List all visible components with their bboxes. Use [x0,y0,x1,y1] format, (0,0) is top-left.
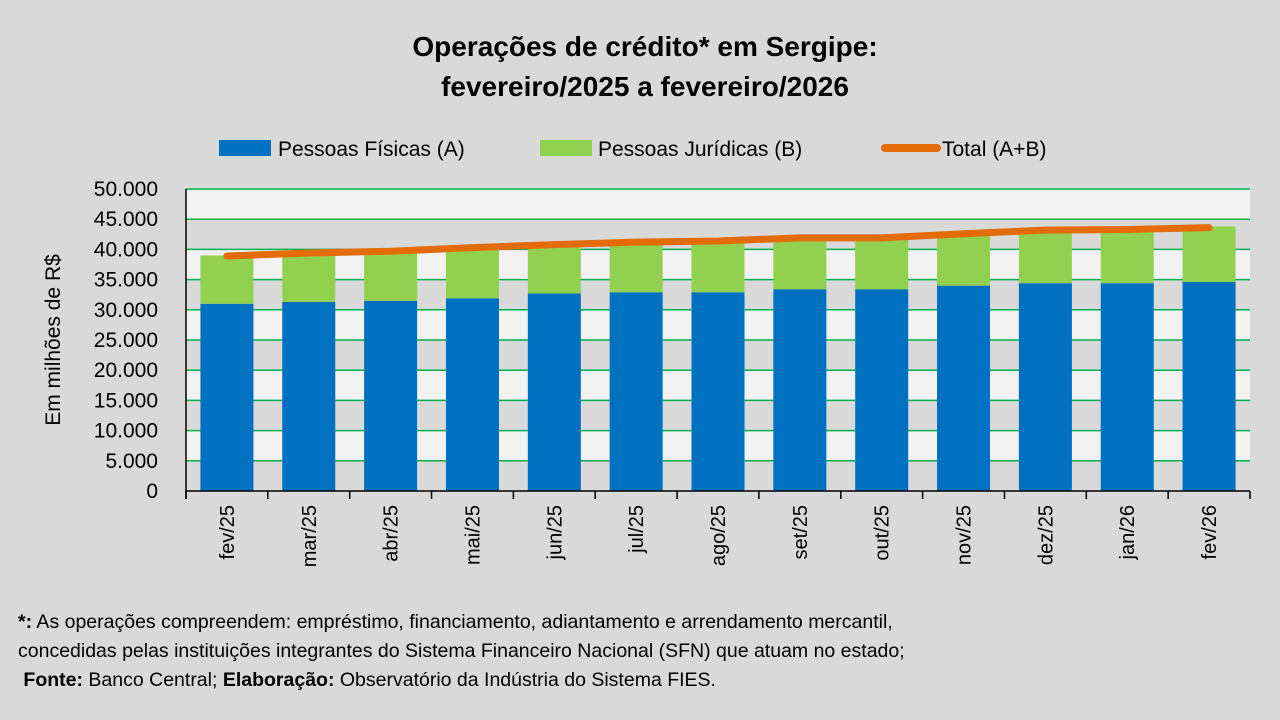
bar-pj [200,255,254,304]
bar-pf [445,298,499,491]
y-tick-label: 0 [146,480,158,503]
bar-pf [364,300,418,491]
credit-label: Elaboração: [222,669,335,691]
y-tick-label: 50.000 [94,178,158,201]
x-tick-label: jun/25 [544,505,566,561]
bar-pj [691,241,745,293]
bar-pj [527,245,581,294]
bar-pj [773,238,827,290]
bar-pj [364,251,418,301]
total-line [223,224,1213,260]
y-tick-label: 5.000 [105,450,158,473]
legend: Pessoas Físicas (A) Pessoas Jurídicas (B… [219,138,1046,161]
y-axis-label: Em milhões de R$ [42,254,65,426]
bar-pf [200,303,254,491]
legend-label-pj: Pessoas Jurídicas (B) [598,138,802,161]
legend-swatch-pj [540,140,592,156]
x-tick-label: nov/25 [954,505,976,565]
bar-pj [1182,226,1236,283]
x-tick-label: jan/26 [1117,505,1139,561]
chart-title: Operações de crédito* em Sergipe: [412,31,877,62]
footnote: *: As operações compreendem: empréstimo,… [18,608,1268,695]
bar-pf [773,289,827,491]
legend-label-total: Total (A+B) [942,138,1046,161]
bar-pj [609,242,663,293]
footnote-line-1: *: As operações compreendem: empréstimo,… [18,608,1268,637]
x-tick-label: out/25 [872,505,894,561]
bar-pf [1100,283,1154,491]
footnote-source: Fonte: Banco Central; Elaboração: Observ… [18,666,1268,695]
y-tick-label: 15.000 [94,389,158,412]
x-tick-label: mai/25 [462,505,484,565]
bar-pf [527,293,581,491]
plot-area: 0 5.000 10.000 15.000 20.000 25.000 30.000 35.0… [94,178,1251,567]
plot-band [186,189,1250,220]
y-tick-label: 25.000 [94,329,158,352]
x-tick-label: ago/25 [708,505,730,566]
bar-pf [937,285,991,491]
footnote-line-2: concedidas pelas instituições integrante… [18,640,905,662]
x-tick-label: dez/25 [1035,505,1057,565]
bar-pj [445,247,499,299]
y-tick-label: 30.000 [94,299,158,322]
source-label: Fonte: [23,669,83,691]
source-value: Banco Central; [83,669,223,691]
y-tick-label: 40.000 [94,238,158,261]
chart-subtitle: fevereiro/2025 a fevereiro/2026 [441,71,849,102]
x-tick-label: set/25 [790,505,812,559]
bar-pf [691,292,745,491]
x-tick-label: jul/25 [626,505,648,554]
legend-label-pf: Pessoas Físicas (A) [278,138,465,161]
x-tick-label: abr/25 [381,505,403,562]
footnote-text-1: As operações compreendem: empréstimo, fi… [32,611,893,633]
y-tick-label: 35.000 [94,269,158,292]
y-tick-label: 10.000 [94,420,158,443]
x-tick-label: fev/26 [1199,505,1221,559]
bar-pj [1018,231,1072,284]
footnote-marker: *: [18,611,33,633]
bar-pf [609,292,663,491]
x-tick-label: mar/25 [299,505,321,567]
credit-chart: Operações de crédito* em Sergipe: fevere… [42,31,1251,567]
bar-pj [937,234,991,286]
credit-value: Observatório da Indústria do Sistema FIE… [334,669,716,691]
bar-pf [282,301,336,491]
legend-swatch-pf [219,140,271,156]
y-tick-label: 45.000 [94,208,158,231]
y-tick-label: 20.000 [94,359,158,382]
bar-pf [1018,283,1072,491]
bar-pj [282,253,336,302]
bar-pj [1100,230,1154,284]
x-tick-label: fev/25 [217,505,239,559]
bar-pf [855,289,909,491]
bar-pf [1182,282,1236,491]
bar-pj [855,238,909,290]
